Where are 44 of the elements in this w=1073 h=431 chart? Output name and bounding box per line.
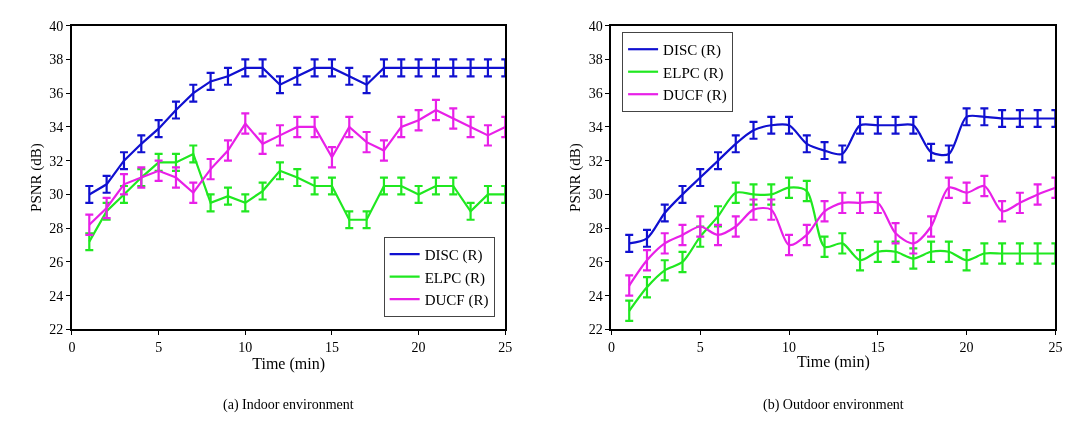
x-tick-label: 25 bbox=[1048, 340, 1063, 356]
x-tick-label: 10 bbox=[782, 340, 797, 356]
y-tick-label: 28 bbox=[49, 221, 64, 237]
legend-label: DUCF (R) bbox=[663, 87, 727, 105]
x-tick-label: 15 bbox=[324, 340, 339, 356]
x-tick-label: 25 bbox=[498, 340, 513, 356]
y-tick-label: 30 bbox=[49, 187, 64, 203]
x-tick-label: 0 bbox=[607, 340, 615, 356]
text: (a) Indoor environment bbox=[223, 397, 354, 413]
x-axis-title: Time (min) bbox=[252, 355, 325, 374]
legend-label: ELPC (R) bbox=[663, 64, 724, 82]
y-tick-label: 40 bbox=[49, 18, 64, 34]
x-tick-label: 20 bbox=[411, 340, 426, 356]
y-axis-title: PSNR (dB) bbox=[567, 143, 585, 212]
y-tick-label: 26 bbox=[49, 254, 64, 270]
legend-label: DISC (R) bbox=[424, 247, 483, 265]
x-tick-label: 20 bbox=[959, 340, 974, 356]
y-tick-label: 36 bbox=[49, 86, 64, 102]
legend-label: DUCF (R) bbox=[424, 292, 489, 310]
y-tick-label: 22 bbox=[588, 322, 603, 338]
legend-label: DISC (R) bbox=[663, 42, 722, 60]
y-tick-label: 32 bbox=[588, 153, 603, 169]
y-tick-label: 38 bbox=[588, 52, 603, 68]
y-tick-label: 36 bbox=[588, 86, 603, 102]
y-tick-label: 32 bbox=[49, 153, 64, 169]
y-tick-label: 24 bbox=[49, 288, 64, 304]
x-tick-label: 5 bbox=[155, 340, 163, 356]
x-axis-title: Time (min) bbox=[797, 353, 870, 372]
y-tick-label: 24 bbox=[588, 288, 603, 304]
y-tick-label: 40 bbox=[588, 18, 603, 34]
x-tick-label: 10 bbox=[238, 340, 253, 356]
y-axis-title: PSNR (dB) bbox=[27, 143, 45, 212]
text: (b) Outdoor environment bbox=[763, 397, 904, 413]
y-tick-label: 34 bbox=[49, 119, 64, 135]
y-tick-label: 22 bbox=[49, 322, 64, 338]
x-tick-label: 15 bbox=[870, 340, 885, 356]
y-tick-label: 38 bbox=[49, 52, 64, 68]
y-tick-label: 28 bbox=[588, 221, 603, 237]
x-tick-label: 5 bbox=[696, 340, 704, 356]
y-tick-label: 30 bbox=[588, 187, 603, 203]
y-tick-label: 34 bbox=[588, 119, 603, 135]
y-tick-label: 26 bbox=[588, 254, 603, 270]
legend-label: ELPC (R) bbox=[424, 269, 486, 287]
x-tick-label: 0 bbox=[68, 340, 76, 356]
